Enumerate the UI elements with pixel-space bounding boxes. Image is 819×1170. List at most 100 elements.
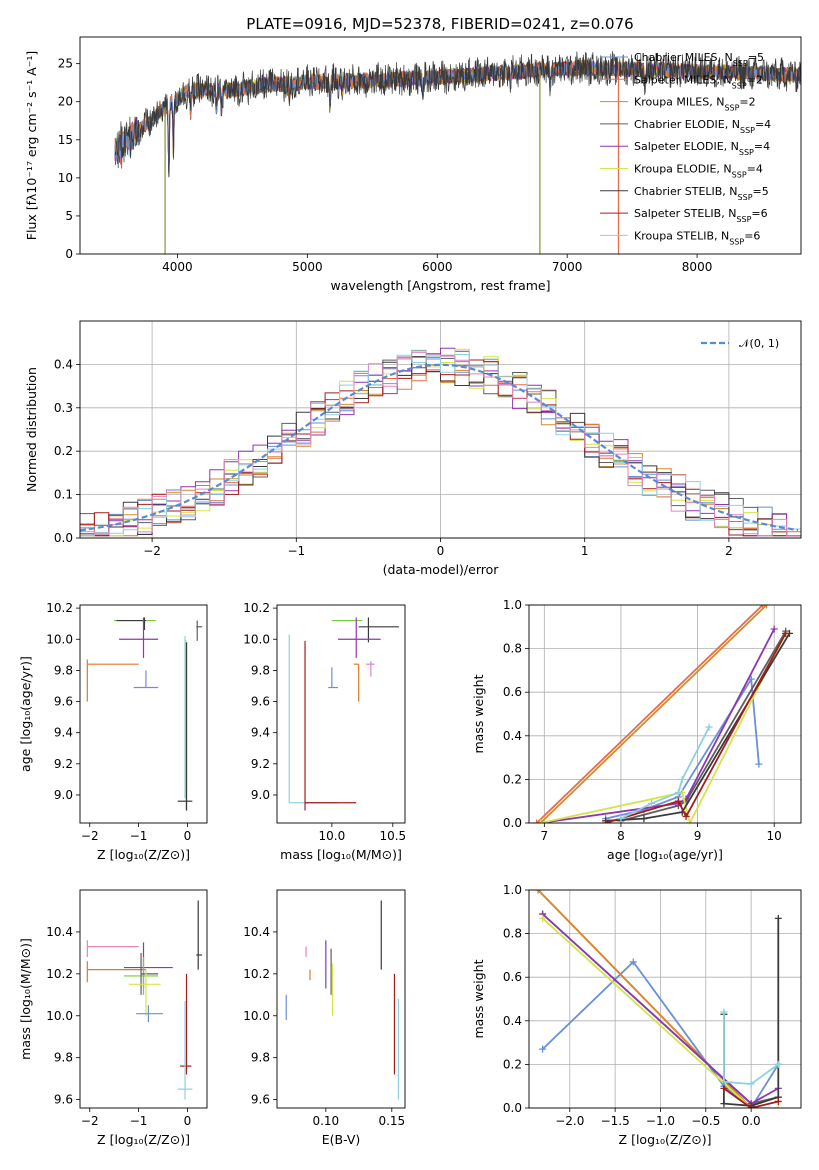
x-tick-label-2: 0 <box>184 1114 192 1128</box>
legend-label-7: Salpeter STELIB, NSSP=6 <box>634 207 768 224</box>
y-tick-label-2: 10.0 <box>243 1009 270 1023</box>
y-tick-label-5: 1.0 <box>503 598 522 612</box>
axes-frame <box>79 889 208 1109</box>
x-tick-label-0: 7 <box>541 829 549 843</box>
legend-label-3: Chabrier ELODIE, NSSP=4 <box>634 118 771 134</box>
y-tick-label-1: 0.1 <box>54 488 73 502</box>
weight-marker-8-3 <box>774 1060 782 1068</box>
x-tick-label-3: −0.5 <box>691 1114 720 1128</box>
weight-marker-6-1 <box>720 1100 728 1108</box>
y-tick-label-3: 9.6 <box>54 695 73 709</box>
x-tick-label-2: −1.0 <box>646 1114 675 1128</box>
y-tick-label-3: 10.2 <box>46 967 73 981</box>
y-axis-label: mass weight <box>471 959 486 1038</box>
errorbar-4 <box>365 661 375 677</box>
y-tick-label-5: 1.0 <box>503 883 522 897</box>
y-axis-label: mass weight <box>471 674 486 753</box>
x-tick-label-2: 0.15 <box>378 1114 405 1128</box>
weight-marker-8-2 <box>674 788 682 796</box>
y-tick-label-4: 0.8 <box>503 642 522 656</box>
x-tick-label-1: 5000 <box>292 260 323 274</box>
errorbar-3 <box>86 659 139 702</box>
weight-marker-2-1 <box>763 605 771 609</box>
legend-label-5: Kroupa ELODIE, NSSP=4 <box>634 163 763 180</box>
axes-frame <box>276 889 406 1109</box>
y-tick-label-2: 9.4 <box>251 726 270 740</box>
y-tick-label-2: 10.0 <box>46 1009 73 1023</box>
legend-label-4: Salpeter ELODIE, NSSP=4 <box>634 140 770 157</box>
panel-age-vs-Z: −2 −1 0 9.0 9.2 9.4 9.6 9.8 10.0 10.2 Z [log₁₀(Z/Z… <box>18 601 208 862</box>
axes-frame <box>528 889 802 1109</box>
weight-marker-7-2 <box>774 1097 782 1105</box>
errorbar-4 <box>133 670 159 689</box>
y-tick-label-4: 9.8 <box>54 663 73 677</box>
weight-marker-8-1 <box>648 799 656 807</box>
y-tick-label-6: 10.2 <box>46 601 73 615</box>
weight-marker-0-4 <box>755 760 763 768</box>
y-tick-label-4: 0.4 <box>54 357 73 371</box>
y-tick-label-3: 0.3 <box>54 401 73 415</box>
weight-marker-1-0 <box>533 819 541 823</box>
weight-marker-7-0 <box>720 1084 728 1092</box>
x-tick-label-0: 10.0 <box>318 829 345 843</box>
axes-frame <box>79 36 802 255</box>
weight-line-8 <box>723 1012 779 1085</box>
y-tick-label-4: 10.4 <box>46 925 73 939</box>
panel-age-vs-mass: 10.0 10.5 9.0 9.2 9.4 9.6 9.8 10.0 10.2 mass [log… <box>243 601 406 862</box>
y-tick-label-3: 10.2 <box>243 967 270 981</box>
y-tick-label-0: 0.0 <box>54 531 73 545</box>
figure-title: PLATE=0916, MJD=52378, FIBERID=0241, z=0… <box>246 15 633 33</box>
weight-marker-1-1 <box>759 605 767 609</box>
panel-weight-vs-age: 7 8 9 10 0.0 0.2 0.4 0.6 0.8 1.0 age [log₁₀(age/yr… <box>471 598 802 862</box>
x-axis-label: Z [log₁₀(Z/Z⊙)] <box>97 847 190 862</box>
weight-marker-6-4 <box>774 914 782 922</box>
x-tick-label-2: 9 <box>694 829 702 843</box>
x-tick-label-1: −1 <box>130 829 148 843</box>
weight-marker-7-0 <box>602 819 610 823</box>
x-axis-label: Z [log₁₀(Z/Z⊙)] <box>619 1132 712 1147</box>
x-tick-label-4: 8000 <box>682 260 713 274</box>
weight-line-7 <box>605 632 787 823</box>
legend-label-2: Kroupa MILES, NSSP=2 <box>634 96 756 113</box>
weight-line-4 <box>540 628 775 823</box>
x-tick-label-1: 0.10 <box>312 1114 339 1128</box>
histogram-8 <box>80 354 801 537</box>
errorbar-6 <box>184 636 187 799</box>
weight-vs-Z-series <box>534 890 782 1108</box>
y-tick-label-3: 9.6 <box>251 695 270 709</box>
weight-marker-7-1 <box>747 1104 755 1108</box>
spectrum-series <box>114 51 801 254</box>
gaussian-curve <box>80 363 799 532</box>
legend-gauss-label: 𝒩(0, 1) <box>739 337 779 350</box>
y-tick-label-4: 20 <box>58 95 73 109</box>
y-tick-label-0: 9.6 <box>251 1093 270 1107</box>
y-tick-label-5: 25 <box>58 57 73 71</box>
x-tick-label-1: 8 <box>617 829 625 843</box>
x-tick-label-1: −1 <box>287 544 305 558</box>
weight-marker-5-0 <box>539 914 547 922</box>
legend-label-0: Chabrier MILES, NSSP=5 <box>634 51 764 68</box>
x-tick-label-1: −1 <box>130 1114 148 1128</box>
weight-line-5 <box>541 917 779 1108</box>
y-tick-label-3: 15 <box>58 133 73 147</box>
x-tick-label-2: 6000 <box>422 260 453 274</box>
errorbar-5 <box>196 620 203 641</box>
errorbar-0 <box>86 940 139 958</box>
x-tick-label-2: 0 <box>437 544 445 558</box>
panel-residuals: −2 −1 0 1 2 0.0 0.1 0.2 0.3 0.4 (data-model)/error… <box>24 320 802 577</box>
y-axis-label: mass [log₁₀(M/M⊙)] <box>18 938 33 1060</box>
weight-vs-age-series <box>533 605 794 823</box>
errorbar-8 <box>177 642 193 811</box>
y-tick-label-0: 0.0 <box>503 1101 522 1115</box>
panel-weight-vs-Z: −2.0 −1.5 −1.0 −0.5 0.0 0.0 0.2 0.4 0.6 0.8 1.0 Z [… <box>471 883 802 1147</box>
weight-marker-7-3 <box>782 629 790 637</box>
x-tick-label-1: −1.5 <box>601 1114 630 1128</box>
residual-legend: 𝒩(0, 1) <box>701 337 779 350</box>
errorbar-6 <box>136 1005 164 1023</box>
weight-line-5 <box>540 632 787 823</box>
histogram-9 <box>80 351 801 537</box>
legend-label-6: Chabrier STELIB, NSSP=5 <box>634 185 769 202</box>
y-tick-label-0: 0.0 <box>503 816 522 830</box>
